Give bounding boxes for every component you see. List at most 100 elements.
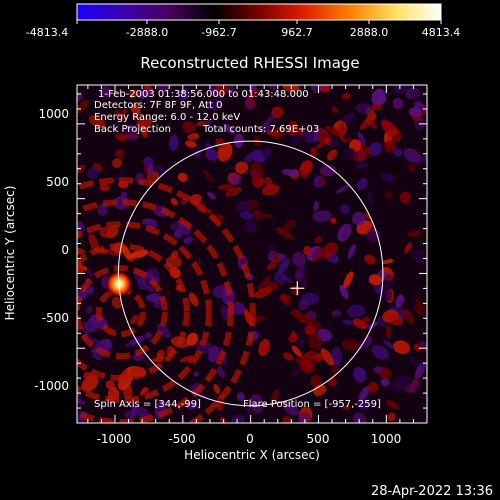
- heatmap-cell: [82, 382, 89, 388]
- heatmap-cell: [234, 200, 252, 211]
- heatmap-cell: [407, 230, 423, 238]
- heatmap-cell: [403, 308, 414, 324]
- heatmap-cell: [421, 155, 427, 164]
- heatmap-cell: [353, 366, 367, 383]
- heatmap-cell: [159, 285, 173, 300]
- heatmap-cell: [368, 142, 383, 156]
- heatmap-cell: [224, 124, 235, 134]
- heatmap-cell: [364, 254, 376, 265]
- sidelobe-ring: [77, 221, 212, 404]
- heatmap-cell: [281, 169, 301, 177]
- method-text: Back Projection: [94, 124, 171, 135]
- heatmap-cell: [77, 326, 86, 342]
- heatmap-cell: [399, 191, 411, 204]
- heatmap-cell: [130, 104, 141, 114]
- heatmap-cell: [310, 147, 318, 159]
- heatmap-cell: [300, 170, 308, 179]
- heatmap-cell: [408, 107, 422, 118]
- heatmap-cell: [99, 183, 110, 192]
- heatmap-cell: [120, 191, 127, 198]
- y-tick-labels: 1000 500 0 -500 -1000: [34, 107, 69, 393]
- heatmap-cell: [270, 389, 279, 408]
- heatmap-cell: [341, 405, 351, 410]
- heatmap-cell: [205, 142, 216, 162]
- sidelobe-ring: [77, 177, 256, 423]
- heatmap-cell: [387, 312, 404, 326]
- heatmap-cell: [366, 227, 381, 243]
- detectors-text: Detectors: 7F 8F 9F, Att 0: [94, 100, 222, 111]
- heatmap-cell: [308, 333, 322, 351]
- y-tick-label: 0: [61, 243, 69, 257]
- heatmap-cell: [291, 309, 301, 318]
- heatmap-cell: [291, 345, 302, 358]
- heatmap-cell: [114, 110, 126, 120]
- heatmap-cell: [168, 134, 179, 151]
- heatmap-cell: [249, 161, 264, 182]
- heatmap-cell: [130, 314, 139, 325]
- heatmap-cell: [347, 244, 356, 259]
- heatmap-cell: [371, 344, 389, 360]
- heatmap-cell: [204, 118, 213, 127]
- heatmap-cell: [231, 301, 245, 315]
- heatmap-cell: [368, 274, 383, 286]
- colorbar-tick-label: -4813.4: [26, 26, 68, 39]
- heatmap-cell: [177, 172, 188, 183]
- heatmap-cell: [124, 124, 139, 142]
- heatmap-cell: [287, 120, 298, 136]
- heatmap-cell: [382, 340, 394, 349]
- heatmap-cell: [410, 91, 423, 99]
- heatmap-cell: [131, 404, 137, 417]
- heatmap-cell: [227, 266, 241, 276]
- heatmap-cell: [206, 191, 216, 200]
- heatmap-cell: [220, 417, 226, 423]
- heatmap-cell: [99, 226, 111, 238]
- heatmap-cell: [178, 88, 190, 101]
- heatmap-cell: [342, 112, 356, 123]
- heatmap-cell: [367, 191, 373, 206]
- heatmap-cell: [208, 345, 220, 363]
- x-tick-label: -500: [168, 432, 195, 446]
- heatmap-cell: [88, 233, 99, 252]
- heatmap-cell: [313, 200, 320, 212]
- heatmap-cell: [264, 113, 276, 126]
- axis-ticks: [77, 85, 428, 424]
- colorbar-tick-label: 2888.0: [350, 26, 389, 39]
- heatmap-cell: [202, 169, 214, 183]
- heatmap-cell: [292, 251, 306, 268]
- heatmap-cell: [111, 296, 122, 309]
- sidelobe-ring: [77, 265, 168, 360]
- heatmap-cell: [341, 92, 351, 100]
- heatmap-cell: [258, 338, 270, 357]
- heatmap-cell: [381, 259, 394, 264]
- heatmap-cell: [243, 220, 257, 234]
- heatmap-cell: [294, 266, 306, 280]
- heatmap-cell: [129, 249, 149, 259]
- x-tick-labels: -1000 -500 0 500 1000: [97, 432, 402, 446]
- heatmap-cell: [113, 123, 121, 133]
- heatmap-cell: [312, 210, 332, 223]
- heatmap-cell: [392, 98, 404, 110]
- heatmap-cell: [144, 332, 152, 339]
- heatmap-cell: [367, 381, 379, 393]
- heatmap-cell: [282, 352, 294, 361]
- heatmap-cell: [188, 292, 199, 307]
- x-tick-label: -1000: [97, 432, 132, 446]
- heatmap-cell: [331, 309, 342, 317]
- heatmap-cell: [386, 400, 400, 410]
- heatmap-cell: [133, 406, 151, 419]
- heatmap-cell: [392, 85, 405, 93]
- heatmap-cell: [85, 305, 93, 314]
- heatmap-cell: [340, 204, 350, 215]
- heatmap-cell: [146, 164, 154, 174]
- heatmap-cell: [331, 106, 338, 113]
- heatmap-cell: [225, 186, 242, 197]
- heatmap-cell: [86, 167, 100, 179]
- heatmap-cell: [77, 99, 88, 114]
- heatmap-cell: [97, 203, 108, 216]
- heatmap-cell: [401, 375, 412, 383]
- y-tick-label: 1000: [38, 107, 69, 121]
- heatmap-cell: [380, 378, 390, 387]
- heatmap-cell: [143, 156, 154, 167]
- heatmap-cell: [337, 223, 352, 242]
